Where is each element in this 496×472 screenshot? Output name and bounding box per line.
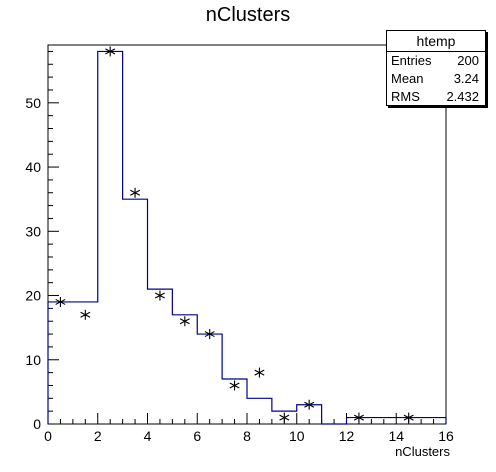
x-tick-label: 4 xyxy=(144,428,152,444)
data-point-marker xyxy=(279,412,290,423)
x-tick-label: 8 xyxy=(243,428,251,444)
data-point-marker xyxy=(130,187,141,198)
stats-entries-value: 200 xyxy=(457,53,479,68)
marker-stroke xyxy=(204,331,215,338)
data-point-marker xyxy=(254,367,265,378)
x-tick-label: 2 xyxy=(94,428,102,444)
marker-stroke xyxy=(154,292,165,299)
data-point-marker xyxy=(55,296,66,307)
marker-stroke xyxy=(105,48,116,55)
x-tick-label: 10 xyxy=(289,428,305,444)
stats-mean-value: 3.24 xyxy=(453,71,479,86)
data-point-marker xyxy=(304,399,315,410)
stats-entries-label: Entries xyxy=(391,53,432,68)
x-tick-label: 12 xyxy=(339,428,355,444)
data-point-marker xyxy=(80,309,91,320)
data-point-marker xyxy=(154,290,165,301)
stats-rms-label: RMS xyxy=(391,89,420,104)
x-axis-label: nClusters xyxy=(395,444,450,459)
stats-mean-label: Mean xyxy=(391,71,424,86)
marker-stroke xyxy=(179,318,190,325)
marker-stroke xyxy=(304,401,315,408)
data-point-marker xyxy=(353,412,364,423)
marker-stroke xyxy=(403,414,414,421)
stats-box-name: htemp xyxy=(387,31,485,52)
marker-stroke xyxy=(229,382,240,389)
y-tick-label: 50 xyxy=(25,95,41,111)
stats-row-rms: RMS 2.432 xyxy=(387,88,485,106)
marker-stroke xyxy=(254,369,265,376)
stats-row-mean: Mean 3.24 xyxy=(387,70,485,88)
data-point-marker xyxy=(105,46,116,57)
stats-row-entries: Entries 200 xyxy=(387,52,485,70)
y-tick-label: 30 xyxy=(25,223,41,239)
stats-box: htemp Entries 200 Mean 3.24 RMS 2.432 xyxy=(386,30,486,106)
marker-stroke xyxy=(130,189,141,196)
y-tick-label: 10 xyxy=(25,352,41,368)
data-point-marker xyxy=(229,380,240,391)
data-point-marker xyxy=(179,316,190,327)
data-point-marker xyxy=(204,329,215,340)
chart-title: nClusters xyxy=(205,4,291,26)
y-tick-label: 0 xyxy=(33,416,41,432)
marker-stroke xyxy=(353,414,364,421)
data-point-marker xyxy=(403,412,414,423)
marker-stroke xyxy=(279,414,290,421)
marker-stroke xyxy=(55,298,66,305)
x-tick-label: 6 xyxy=(193,428,201,444)
histogram-series xyxy=(47,50,447,425)
y-tick-label: 20 xyxy=(25,288,41,304)
x-tick-label: 16 xyxy=(438,428,454,444)
marker-stroke xyxy=(80,311,91,318)
x-tick-label: 0 xyxy=(44,428,52,444)
y-tick-label: 40 xyxy=(25,159,41,175)
x-tick-label: 14 xyxy=(388,428,404,444)
stats-rms-value: 2.432 xyxy=(446,89,479,104)
